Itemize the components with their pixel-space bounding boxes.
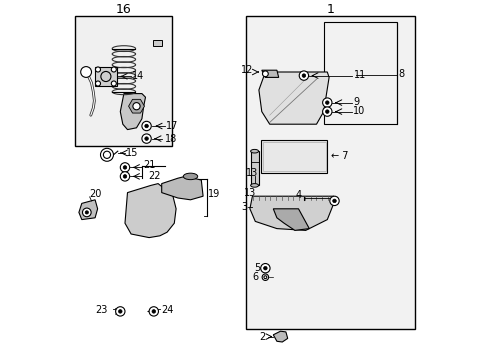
- Bar: [262, 142, 325, 171]
- Polygon shape: [258, 72, 328, 124]
- Text: 8: 8: [398, 69, 404, 79]
- Text: 24: 24: [162, 305, 174, 315]
- Text: 13: 13: [244, 188, 256, 198]
- Circle shape: [120, 163, 129, 172]
- Text: 16: 16: [115, 3, 131, 16]
- Text: 3: 3: [241, 202, 247, 212]
- Text: 13: 13: [246, 168, 258, 178]
- Text: 15: 15: [125, 148, 138, 158]
- Text: 2: 2: [259, 332, 265, 342]
- Circle shape: [123, 175, 126, 178]
- Polygon shape: [249, 196, 333, 230]
- Circle shape: [302, 74, 305, 77]
- Bar: [250, 151, 258, 185]
- Circle shape: [262, 274, 268, 280]
- Circle shape: [262, 71, 268, 77]
- Circle shape: [120, 172, 129, 181]
- Ellipse shape: [183, 173, 197, 180]
- Text: 6: 6: [252, 272, 258, 282]
- Text: 23: 23: [95, 305, 107, 315]
- Text: 21: 21: [143, 160, 156, 170]
- Circle shape: [82, 208, 91, 217]
- Bar: [260, 140, 326, 173]
- Polygon shape: [125, 184, 176, 238]
- Text: 20: 20: [89, 189, 102, 199]
- Bar: [95, 67, 117, 86]
- Circle shape: [142, 134, 151, 143]
- Circle shape: [329, 196, 339, 206]
- Circle shape: [144, 137, 148, 140]
- Ellipse shape: [250, 184, 258, 187]
- Text: 14: 14: [132, 71, 144, 81]
- Circle shape: [111, 67, 116, 72]
- Polygon shape: [162, 176, 203, 200]
- Bar: [246, 16, 415, 329]
- Polygon shape: [120, 94, 145, 130]
- Text: 5: 5: [253, 263, 260, 273]
- Circle shape: [322, 107, 331, 116]
- Text: 18: 18: [164, 134, 177, 144]
- Circle shape: [123, 166, 126, 169]
- Ellipse shape: [250, 149, 258, 153]
- Circle shape: [85, 211, 88, 214]
- Circle shape: [111, 81, 116, 86]
- Circle shape: [332, 199, 336, 203]
- Circle shape: [325, 110, 328, 113]
- Text: 17: 17: [166, 121, 179, 131]
- Circle shape: [144, 124, 148, 128]
- Circle shape: [101, 148, 113, 161]
- Polygon shape: [273, 209, 309, 230]
- Circle shape: [103, 151, 110, 158]
- Text: 12: 12: [240, 65, 253, 75]
- Text: ← 7: ← 7: [330, 150, 347, 161]
- Circle shape: [322, 98, 331, 107]
- Circle shape: [149, 307, 158, 316]
- Text: 22: 22: [148, 171, 160, 181]
- Text: 10: 10: [352, 106, 364, 116]
- Polygon shape: [273, 331, 287, 342]
- Text: 1: 1: [326, 3, 334, 16]
- Circle shape: [263, 266, 266, 270]
- Circle shape: [264, 276, 266, 279]
- Circle shape: [152, 310, 155, 313]
- Circle shape: [95, 81, 101, 86]
- Circle shape: [260, 264, 269, 273]
- Bar: [323, 22, 397, 124]
- Circle shape: [133, 103, 140, 110]
- Circle shape: [142, 121, 151, 131]
- Bar: [152, 40, 162, 46]
- Circle shape: [325, 101, 328, 104]
- Polygon shape: [261, 70, 278, 77]
- Circle shape: [95, 67, 101, 72]
- Circle shape: [81, 67, 91, 77]
- Polygon shape: [79, 200, 98, 220]
- Circle shape: [118, 310, 122, 313]
- Circle shape: [299, 71, 308, 80]
- Bar: [75, 16, 171, 146]
- Circle shape: [115, 307, 125, 316]
- Text: 4: 4: [295, 190, 302, 201]
- Text: 11: 11: [353, 70, 365, 80]
- Text: 9: 9: [353, 97, 359, 107]
- Polygon shape: [128, 99, 144, 113]
- Text: 19: 19: [207, 189, 220, 199]
